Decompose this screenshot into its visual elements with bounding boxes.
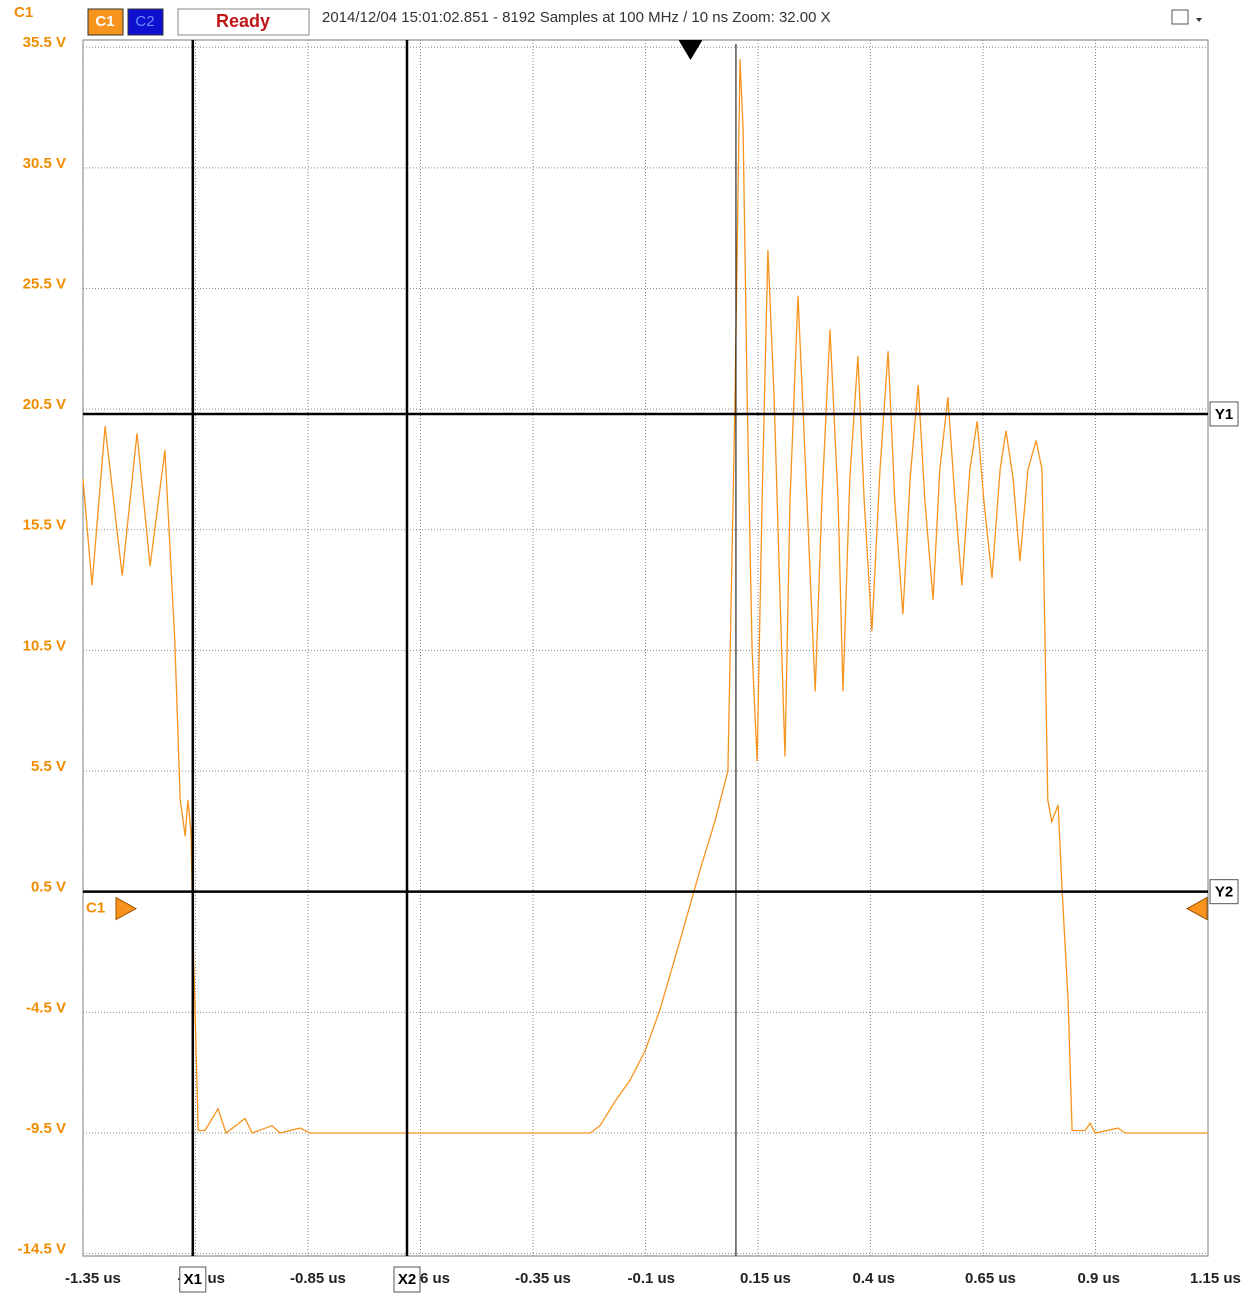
y-tick-label: 5.5 V	[31, 758, 66, 775]
x-tick-label: 0.15 us	[740, 1270, 791, 1287]
y-tick-label: 20.5 V	[23, 396, 66, 413]
status-box	[177, 8, 310, 36]
y-tick-label: 35.5 V	[23, 34, 66, 51]
x-tick-label: 1.15 us	[1190, 1270, 1241, 1287]
x-cursor-box	[393, 1266, 421, 1293]
channel-label: C1	[14, 4, 33, 21]
x-tick-label: -0.35 us	[515, 1270, 571, 1287]
y-tick-label: 0.5 V	[31, 879, 66, 896]
offset-marker	[115, 896, 138, 921]
x-cursor-box	[179, 1266, 207, 1293]
y-tick-label: -14.5 V	[18, 1241, 66, 1258]
y-tick-label: 15.5 V	[23, 517, 66, 534]
x-tick-label: 0.4 us	[853, 1270, 896, 1287]
c1-button-label[interactable]: C1	[95, 13, 114, 30]
x-cursor-label: X2	[398, 1271, 416, 1288]
x-cursor-label: X1	[184, 1271, 202, 1288]
x-tick-label: -0.85 us	[290, 1270, 346, 1287]
offset-marker-right	[1185, 896, 1208, 921]
y-tick-label: 30.5 V	[23, 155, 66, 172]
offset-label: C1	[86, 900, 105, 917]
y-cursor-box	[1209, 879, 1239, 905]
y-cursor-box	[1209, 401, 1239, 427]
c2-button-label[interactable]: C2	[135, 13, 154, 30]
y-cursor-label: Y2	[1215, 884, 1233, 901]
c1-button[interactable]	[87, 8, 124, 36]
menu-arrow[interactable]	[1196, 18, 1202, 22]
menu-icon[interactable]	[1171, 9, 1189, 25]
plot-frame	[82, 39, 1209, 1257]
y-tick-label: -9.5 V	[26, 1120, 66, 1137]
x-tick-label: 0.65 us	[965, 1270, 1016, 1287]
status: Ready	[216, 11, 270, 31]
y-tick-label: -4.5 V	[26, 999, 66, 1016]
x-tick-label: -1.35 us	[65, 1270, 121, 1287]
trace	[82, 59, 1208, 1135]
y-tick-label: 25.5 V	[23, 275, 66, 292]
x-tick-label: 0.9 us	[1078, 1270, 1121, 1287]
y-tick-label: 10.5 V	[23, 637, 66, 654]
trigger-marker	[678, 40, 703, 60]
info: 2014/12/04 15:01:02.851 - 8192 Samples a…	[322, 9, 831, 26]
x-tick-label: -0.1 us	[628, 1270, 676, 1287]
c2-button[interactable]	[127, 8, 164, 36]
y-cursor-label: Y1	[1215, 406, 1233, 423]
